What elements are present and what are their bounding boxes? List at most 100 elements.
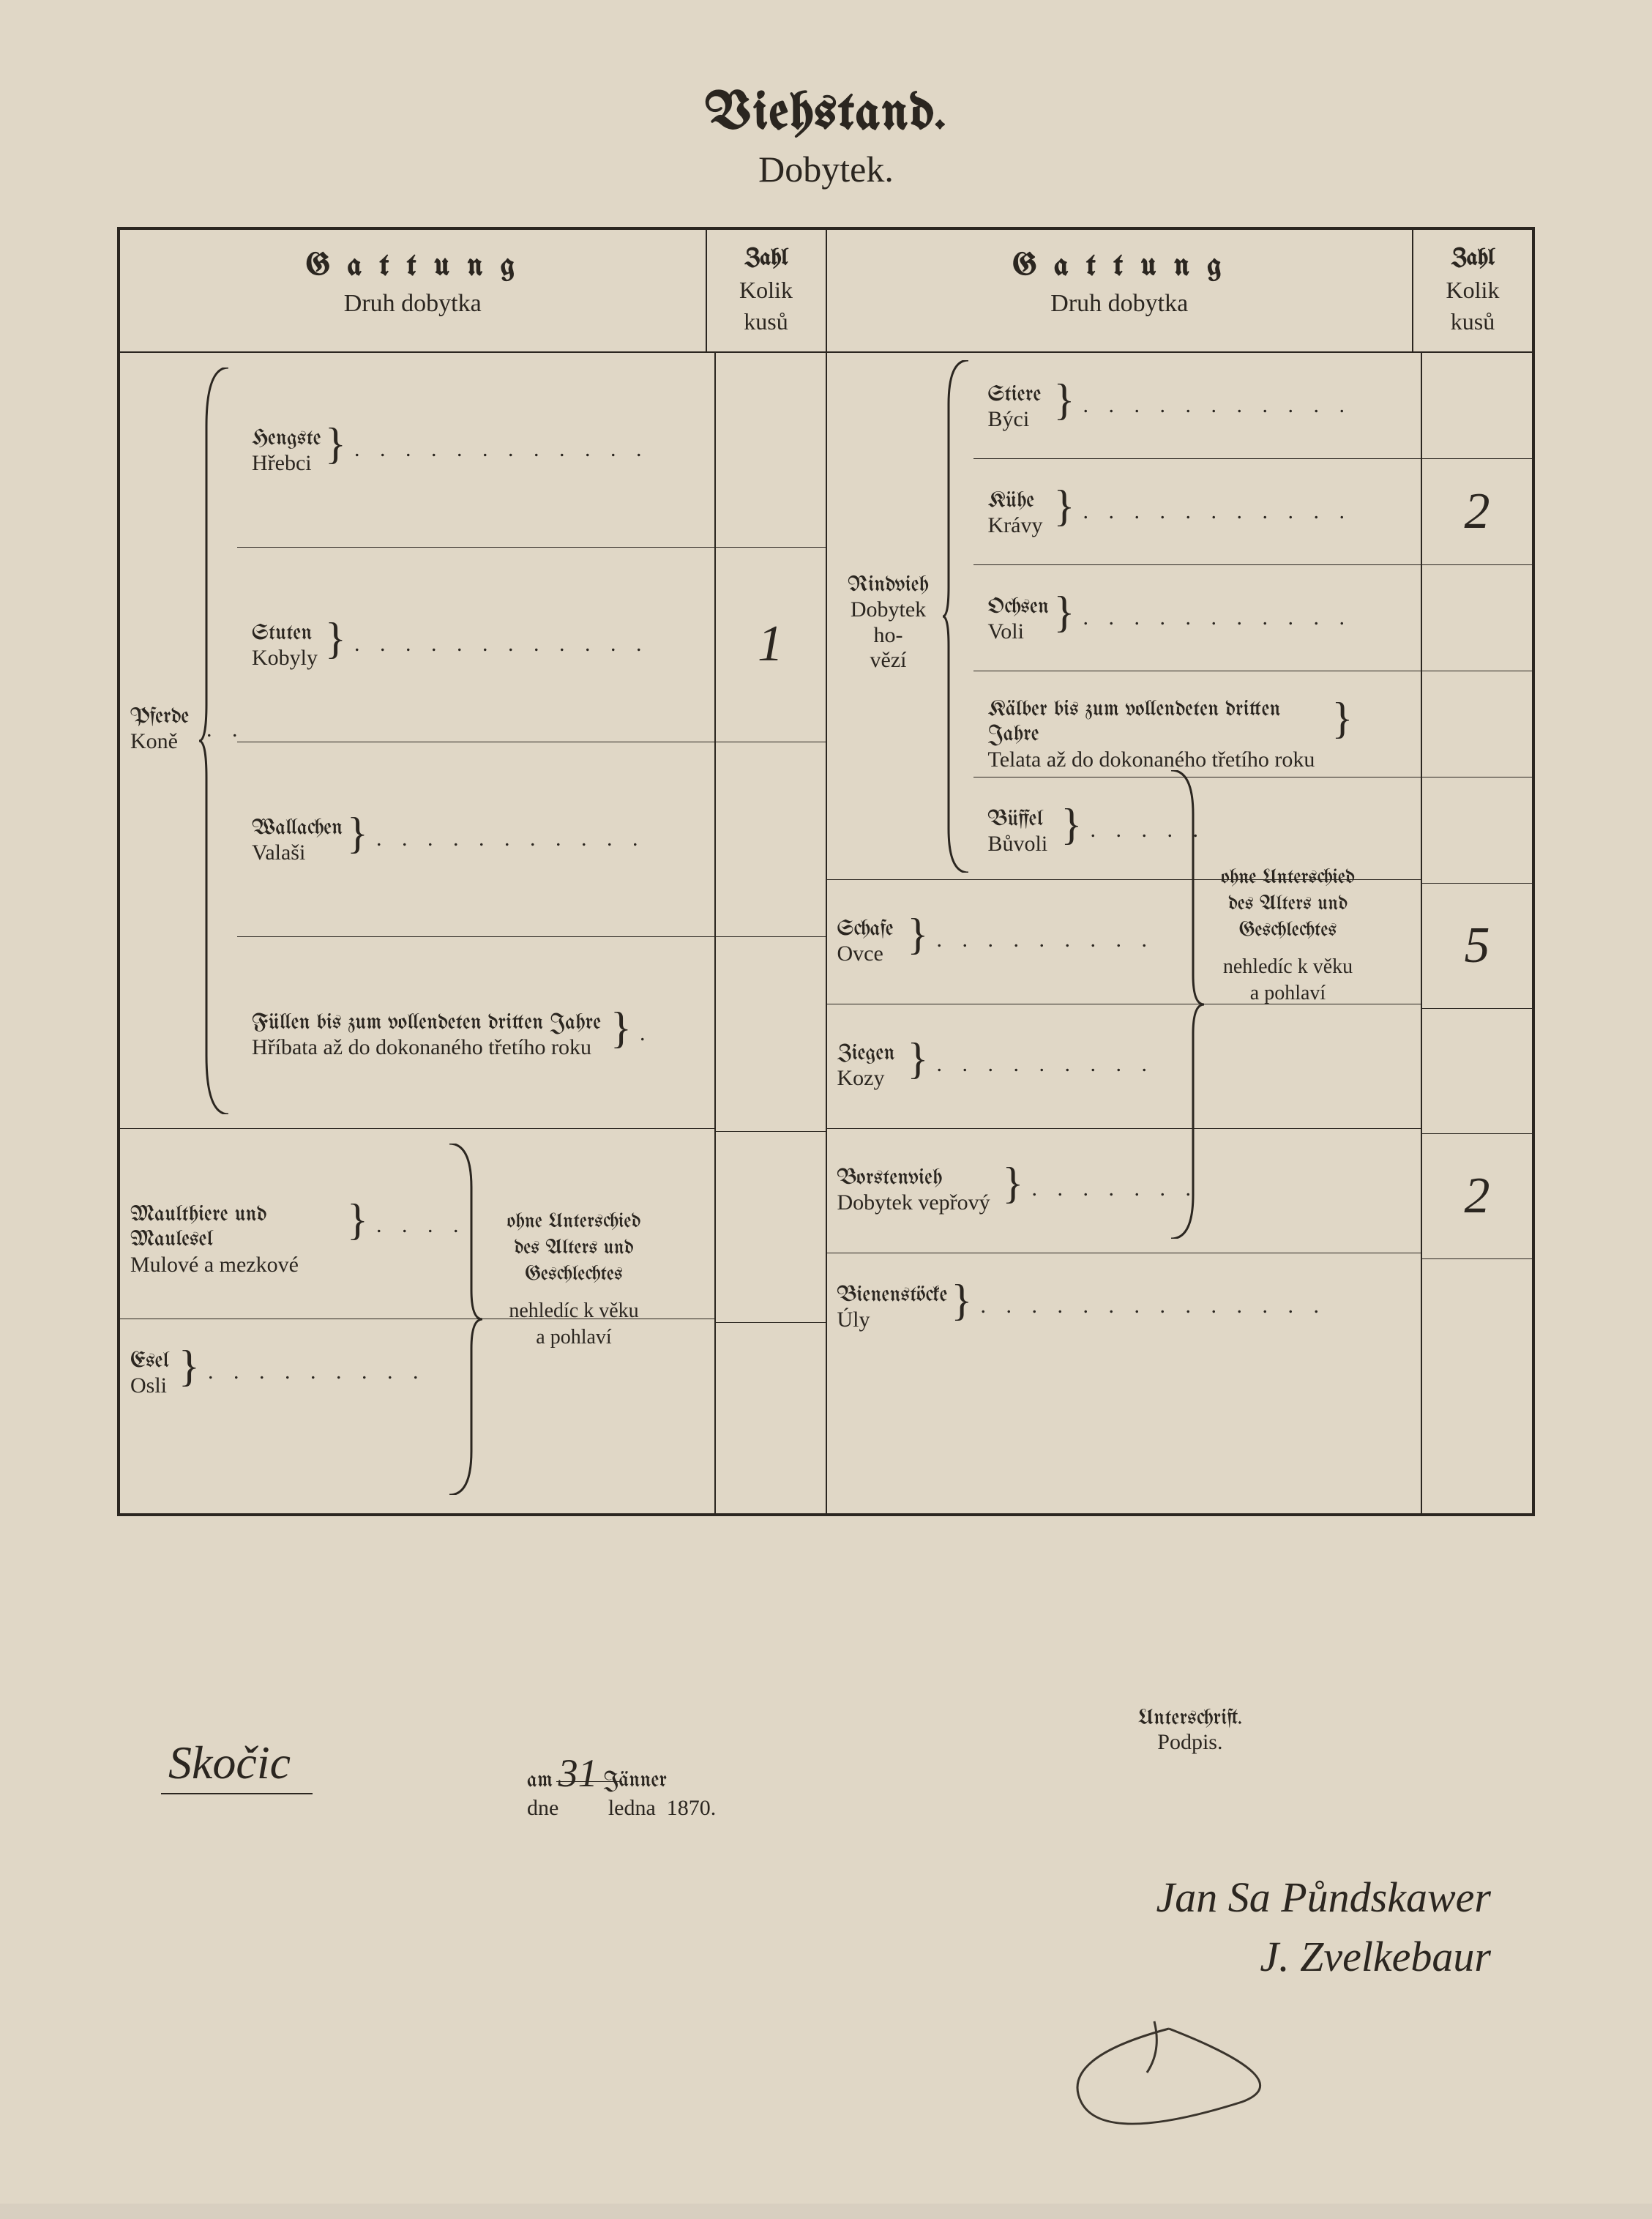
- count-ochsen: [1422, 565, 1532, 671]
- note-de1-r: ohne Unterschied: [1215, 865, 1361, 892]
- header-count-left: Zahl Kolik kusů: [707, 230, 826, 351]
- schafe-cz: Ovce: [837, 941, 894, 967]
- hengste-de: Hengste: [252, 426, 321, 452]
- note-de1: ohne Unterschied: [493, 1209, 654, 1236]
- wallachen-de: Wallachen: [252, 816, 343, 841]
- dots: .: [640, 1021, 653, 1046]
- row-wallachen: Wallachen Valaši } . . . . . . . . . . .…: [237, 742, 714, 937]
- brace-cattle: [943, 360, 972, 873]
- stuten-cz: Kobyly: [252, 646, 318, 671]
- right-body: Rindvieh Dobytek ho- vězí Stiere Býci: [827, 353, 1533, 1513]
- signature-label: Unterschrift. Podpis.: [1138, 1707, 1242, 1755]
- count-bienen: [1422, 1259, 1532, 1450]
- row-schafe: Schafe Ovce } . . . . . . . . . . . . oh…: [827, 880, 1421, 1004]
- right-header: G a t t u n g Druh dobytka Zahl Kolik ku…: [827, 230, 1533, 353]
- mules-de: Maulthiere und Maulesel: [130, 1202, 350, 1253]
- right-category-col: Rindvieh Dobytek ho- vězí Stiere Býci: [827, 353, 1423, 1513]
- dne-label: dne: [527, 1796, 558, 1820]
- title-czech: Dobytek.: [117, 148, 1535, 190]
- right-count-col: 2 5 2: [1422, 353, 1532, 1513]
- header-cat-de-r: G a t t u n g: [834, 250, 1405, 283]
- wallachen-cz: Valaši: [252, 840, 343, 866]
- borst-de: Borstenvieh: [837, 1166, 990, 1191]
- place-handwritten: Skočic: [161, 1736, 313, 1794]
- count-stuten: 1: [716, 548, 826, 742]
- dots: . . . . . . . . . . . . . .: [208, 1360, 435, 1384]
- brace-icon: }: [1054, 587, 1075, 638]
- dots: . . . . . . . . . . . . . . .: [1083, 499, 1347, 524]
- dots: . . . . . . . . . . . .: [937, 1052, 1156, 1077]
- signature-1: Jan Sa Půndskawer: [1156, 1868, 1492, 1927]
- month-de: Jänner: [603, 1769, 667, 1792]
- row-esel: Esel Osli } . . . . . . . . . . . . . .: [120, 1319, 714, 1510]
- label-pferde-de: Pferde: [130, 704, 189, 730]
- brace-icon: }: [347, 808, 368, 859]
- brace-icon: }: [325, 614, 346, 664]
- dots: . . . . . . .: [1032, 1176, 1199, 1201]
- note-de3: Geschlechtes: [493, 1262, 654, 1288]
- date-block: am 31 Jänner dne ledna 1870.: [527, 1750, 716, 1821]
- count-hengste: [716, 353, 826, 548]
- brace-icon: }: [952, 1275, 973, 1326]
- horses-subrows: Hengste Hřebci } . . . . . . . . . . . .…: [237, 353, 714, 1128]
- kalber-cz: Telata až do dokonaného třetího roku: [988, 747, 1325, 773]
- row-bienen: Bienenstöcke Úly } . . . . . . . . . . .…: [827, 1253, 1421, 1444]
- row-cattle-group: Rindvieh Dobytek ho- vězí Stiere Býci: [827, 353, 1421, 880]
- title-german: Viehstand.: [117, 88, 1535, 142]
- count-schafe: 5: [1422, 884, 1532, 1009]
- count-wallachen: [716, 742, 826, 937]
- bienen-de: Bienenstöcke: [837, 1283, 948, 1308]
- count-borst: 2: [1422, 1134, 1532, 1259]
- schafe-de: Schafe: [837, 917, 894, 942]
- signatures: Jan Sa Půndskawer J. Zvelkebaur: [1156, 1868, 1492, 1986]
- count-ziegen: [1422, 1009, 1532, 1134]
- header-count-cz1-r: Kolik: [1418, 275, 1528, 306]
- dots: . . . . . . . . . . . .: [376, 827, 647, 851]
- header-count-de: Zahl: [711, 243, 821, 275]
- row-hengste: Hengste Hřebci } . . . . . . . . . . . .…: [237, 353, 714, 548]
- kalber-de: Kälber bis zum vollendeten dritten Jahre: [988, 697, 1325, 747]
- sig-label-cz: Podpis.: [1138, 1730, 1242, 1755]
- brace-icon: }: [347, 1195, 368, 1245]
- note-cz1-r: nehledíc k věku: [1215, 954, 1361, 980]
- row-ziegen: Ziegen Kozy } . . . . . . . . . . . .: [827, 1004, 1421, 1129]
- esel-cz: Osli: [130, 1373, 169, 1399]
- stiere-cz: Býci: [988, 407, 1042, 433]
- row-ochsen: Ochsen Voli } . . . . . . . . . . . . . …: [973, 565, 1421, 671]
- note-de3-r: Geschlechtes: [1215, 918, 1361, 944]
- sig-label-de: Unterschrift.: [1138, 1707, 1242, 1730]
- kuhe-de: Kühe: [988, 488, 1043, 514]
- day-handwritten: 31: [558, 1751, 598, 1795]
- document-page: Viehstand. Dobytek. G a t t u n g Druh d…: [0, 0, 1652, 2204]
- row-mules: Maulthiere und Maulesel Mulové a mezkové…: [120, 1129, 714, 1319]
- dots: . . . . . . . . . . . .: [937, 928, 1156, 952]
- brace-icon: }: [1003, 1158, 1024, 1209]
- hengste-cz: Hřebci: [252, 451, 321, 477]
- count-buffel: [1422, 777, 1532, 884]
- count-stiere: [1422, 353, 1532, 459]
- left-category-col: Pferde Koně . . Hengste: [120, 353, 716, 1513]
- esel-de: Esel: [130, 1349, 169, 1374]
- footer: Skočic am 31 Jänner dne ledna 1870. Unte…: [117, 1707, 1535, 2219]
- fullen-cz: Hříbata až do dokonaného třetího roku: [252, 1035, 603, 1061]
- left-count-col: 1: [716, 353, 826, 1513]
- note-de2: des Alters und: [493, 1236, 654, 1262]
- count-kalber: [1422, 671, 1532, 777]
- ziegen-cz: Kozy: [837, 1066, 895, 1092]
- row-kalber: Kälber bis zum vollendeten dritten Jahre…: [973, 671, 1421, 777]
- rindvieh-de: Rindvieh: [837, 573, 940, 598]
- header-cat-cz-r: Druh dobytka: [834, 290, 1405, 318]
- buffel-cz: Bůvoli: [988, 832, 1048, 857]
- header-cat-cz: Druh dobytka: [127, 290, 698, 318]
- year: 1870.: [667, 1796, 717, 1820]
- row-fullen: Füllen bis zum vollendeten dritten Jahre…: [237, 937, 714, 1131]
- count-kuhe: 2: [1422, 459, 1532, 565]
- header-category-left: G a t t u n g Druh dobytka: [120, 230, 707, 351]
- header-count-de-r: Zahl: [1418, 243, 1528, 275]
- row-borstenvieh: Borstenvieh Dobytek vepřový } . . . . . …: [827, 1129, 1421, 1253]
- header-count-right: Zahl Kolik kusů: [1413, 230, 1532, 351]
- brace-icon: }: [610, 1003, 632, 1053]
- header-category-right: G a t t u n g Druh dobytka: [827, 230, 1414, 351]
- ziegen-de: Ziegen: [837, 1041, 895, 1067]
- am-label: am: [527, 1769, 553, 1792]
